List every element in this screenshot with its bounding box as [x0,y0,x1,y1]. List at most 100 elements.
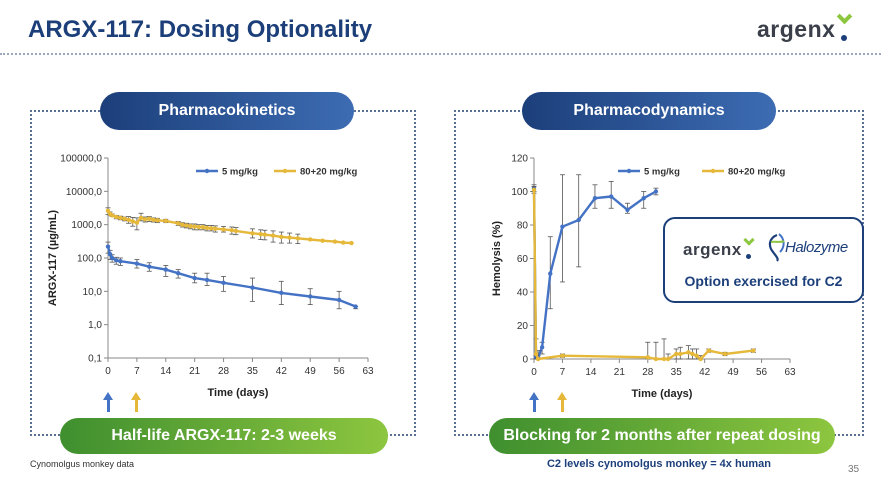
pd-data-point [560,224,565,229]
pk-x-tick-label: 0 [105,366,111,377]
pk-data-point [308,237,313,242]
pk-y-tick-label: 100,0 [77,254,102,265]
pd-dose-arrow-icon [528,392,540,412]
pk-data-point [233,228,239,234]
pk-data-point [175,221,181,226]
pk-data-point [287,235,292,240]
pk-data-point [114,214,119,220]
pd-x-tick-label: 63 [784,367,796,378]
pk-y-tick-label: 10000,0 [66,187,103,198]
pk-data-point [163,267,168,272]
pk-data-point [221,227,226,232]
pd-data-point [576,217,581,223]
pk-x-tick-label: 49 [305,366,317,377]
halozyme-wordmark: Halozyme [785,239,848,256]
pk-y-axis-title: ARGX-117 (µg/mL) [47,210,59,307]
pd-x-tick-label: 21 [614,367,626,378]
pd-chart: 0 20 40 60 80 100 120 0 7 14 21 28 35 42 49 56 63 Time (d… [491,154,796,401]
pk-series-line [106,246,357,308]
pk-data-point [258,231,263,237]
pk-data-point [109,213,115,218]
pd-data-point [661,356,667,362]
pd-x-tick-label: 0 [531,367,537,378]
pd-x-tick-label: 42 [699,367,711,378]
pk-data-point [349,240,354,246]
pd-data-point [533,351,539,357]
pk-data-point [118,259,123,264]
pk-x-tick-label: 14 [160,366,172,377]
pk-legend-marker [204,168,210,174]
pd-data-point [531,187,537,193]
pk-data-point [196,224,201,230]
pk-data-point [105,244,111,249]
pd-footer-pill: Blocking for 2 months after repeat dosin… [489,418,835,454]
pd-data-point [592,196,598,201]
pd-data-point [625,207,630,213]
pd-dose-arrow-icon [556,392,568,412]
pk-x-tick-label: 28 [218,366,230,377]
pk-data-point [229,228,235,233]
pd-legend-marker [626,168,632,174]
pk-dose-arrow-icon [102,392,114,412]
pk-data-point [138,215,144,221]
pk-x-tick-label: 21 [189,366,201,377]
pk-data-point [336,297,342,303]
pk-data-point [184,223,189,228]
pk-data-point [204,225,210,231]
pk-data-point [353,304,358,309]
pk-legend-label: 5 mg/kg [222,167,258,178]
pk-dose-arrow-icon [131,392,142,412]
pk-data-point [118,215,123,221]
pd-data-point [674,351,679,357]
pd-y-tick-label: 60 [517,254,529,265]
pk-x-tick-label: 56 [334,366,346,377]
pd-y-tick-label: 100 [511,187,528,198]
pk-x-tick-label: 63 [362,366,374,377]
pd-data-point [539,345,545,350]
pk-legend-label: 80+20 mg/kg [300,167,357,178]
pd-data-point [678,351,683,357]
halozyme-swirl-icon [768,233,785,262]
pd-data-point [609,194,614,199]
pd-legend-marker [710,168,716,174]
pd-y-tick-label: 0 [522,355,528,366]
pk-data-point [126,217,131,222]
pk-data-point [270,233,276,238]
pk-data-point [151,217,156,222]
pd-y-tick-label: 120 [511,154,528,165]
pk-data-point [147,264,152,269]
pk-y-tick-label: 1,0 [88,320,102,331]
pd-data-point [653,189,659,194]
pk-data-point [262,232,268,237]
callout-logo-wordmark: argenx [683,240,742,259]
page-number: 35 [848,464,860,475]
pk-data-point [107,252,113,257]
pk-data-point [188,223,193,229]
pk-data-point [180,222,185,227]
halozyme-callout: argenx Option exercised for C2 [663,217,864,303]
pk-data-point [134,261,140,266]
pd-x-tick-label: 14 [585,367,597,378]
callout-argenx-logo: argenx [683,234,758,260]
pk-series-low-dose [105,241,359,310]
pk-data-point [192,275,197,281]
pk-x-tick-label: 7 [134,366,140,377]
pd-data-point [722,351,728,357]
pk-legend-marker [282,168,288,174]
pk-data-point [308,294,313,299]
pd-data-point [694,353,699,358]
pd-y-axis-title: Hemolysis (%) [491,221,503,297]
pd-data-point [645,355,650,360]
pd-data-point [686,350,691,355]
pk-data-point [221,280,226,286]
argenx-logo: argenx [757,8,857,43]
pk-data-point [192,224,197,229]
pd-x-tick-label: 49 [728,367,740,378]
pk-data-point [208,226,214,231]
pk-chart: 0,1 1,0 10,0 100,0 1000,0 10000,0 100000,0 0 7 14… [47,154,374,400]
pk-y-tick-label: 10,0 [83,287,103,298]
pd-x-tick-label: 28 [642,367,654,378]
pd-x-tick-label: 35 [671,367,683,378]
pd-data-point [641,196,646,201]
pk-x-tick-label: 42 [276,366,288,377]
